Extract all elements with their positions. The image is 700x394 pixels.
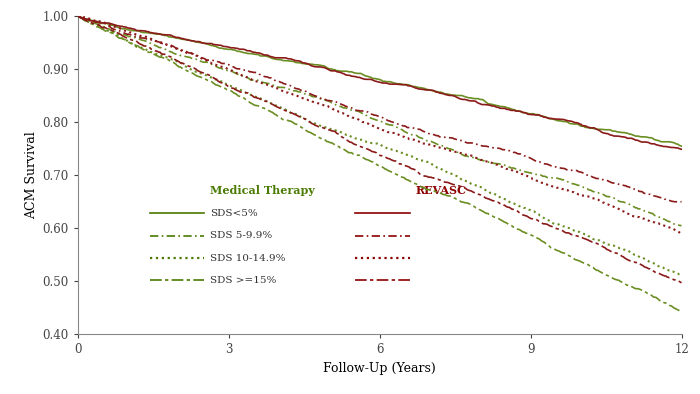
Text: SDS<5%: SDS<5%	[211, 209, 258, 218]
Y-axis label: ACM Survival: ACM Survival	[25, 131, 38, 219]
Text: Medical Therapy: Medical Therapy	[211, 185, 315, 196]
Text: SDS >=15%: SDS >=15%	[211, 276, 276, 285]
Text: SDS 5-9.9%: SDS 5-9.9%	[211, 231, 273, 240]
X-axis label: Follow-Up (Years): Follow-Up (Years)	[323, 362, 436, 375]
Text: REVASC: REVASC	[416, 185, 467, 196]
Text: SDS 10-14.9%: SDS 10-14.9%	[211, 253, 286, 262]
